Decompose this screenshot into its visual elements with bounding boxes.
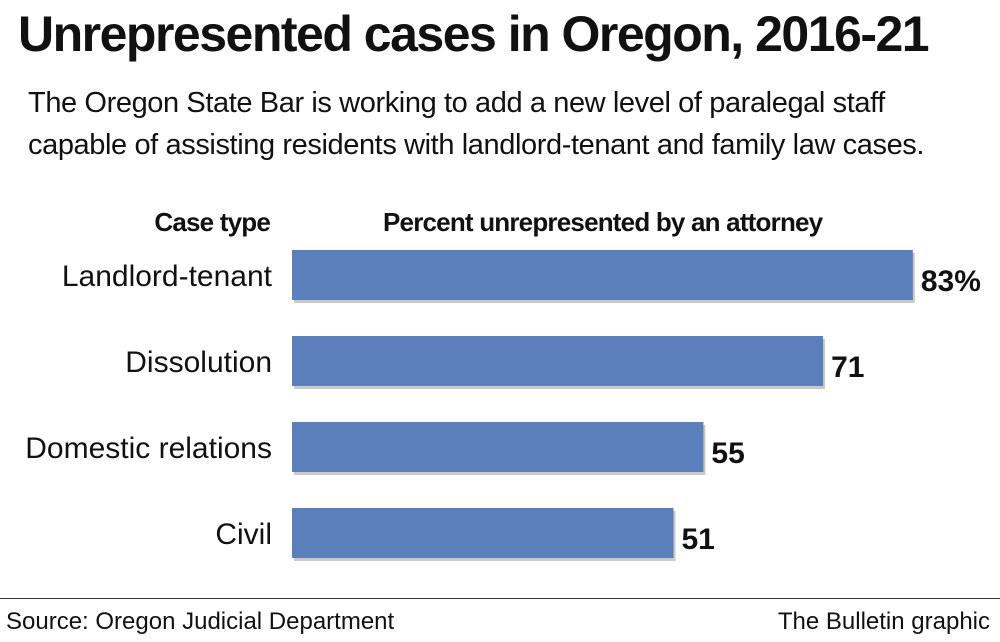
category-label: Dissolution — [125, 346, 272, 379]
value-label: 71 — [831, 351, 864, 384]
chart-subtitle: The Oregon State Bar is working to add a… — [28, 87, 925, 161]
value-label: 83% — [921, 265, 981, 298]
source-note: Source: Oregon Judicial Department — [6, 608, 395, 635]
chart-title: Unrepresented cases in Oregon, 2016-21 — [18, 6, 930, 62]
value-label: 55 — [711, 437, 744, 470]
category-label: Domestic relations — [25, 432, 272, 465]
value-column-heading: Percent unrepresented by an attorney — [383, 207, 823, 237]
bar-landlord-tenant — [292, 250, 913, 300]
bar-dissolution — [292, 336, 824, 386]
category-label: Civil — [215, 518, 272, 551]
graphic-credit: The Bulletin graphic — [777, 608, 990, 635]
value-label: 51 — [681, 523, 714, 556]
category-label: Landlord-tenant — [62, 260, 273, 293]
bar-domestic-relations — [292, 422, 704, 472]
category-column-heading: Case type — [154, 207, 270, 237]
footer-divider — [0, 598, 1000, 599]
bar-civil — [292, 508, 674, 558]
